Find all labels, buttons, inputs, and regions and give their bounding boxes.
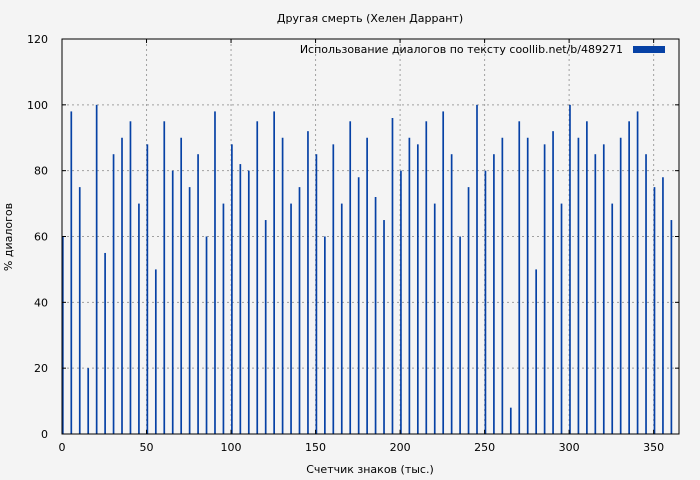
bar (518, 121, 521, 435)
bar (552, 131, 554, 434)
bar (653, 187, 656, 434)
bar (560, 203, 563, 434)
bar (670, 220, 673, 434)
bar (231, 144, 233, 435)
bar (239, 164, 242, 435)
y-tick-label: 40 (34, 296, 48, 309)
bar (324, 236, 326, 434)
legend: Использование диалогов по тексту coollib… (300, 43, 665, 56)
bar (180, 137, 183, 434)
bar (78, 187, 81, 434)
bar (138, 203, 140, 434)
bar (408, 137, 411, 434)
bar (121, 137, 123, 434)
bar (357, 177, 360, 434)
y-axis-label: % диалогов (2, 203, 15, 271)
bar (290, 203, 292, 434)
bar (594, 154, 597, 435)
y-tick-label: 60 (34, 231, 48, 244)
x-tick-label: 300 (559, 441, 580, 454)
legend-label: Использование диалогов по тексту coollib… (300, 43, 623, 56)
bar (484, 170, 487, 434)
bar (146, 144, 149, 435)
y-tick-label: 0 (41, 428, 48, 441)
x-tick-label: 150 (305, 441, 326, 454)
bar (129, 121, 132, 435)
bar (205, 236, 208, 434)
bar (154, 269, 157, 434)
bar (349, 121, 352, 435)
bar (493, 154, 495, 435)
bar (509, 407, 512, 434)
y-tick-label: 80 (34, 165, 48, 178)
bar (467, 187, 470, 434)
bar (535, 269, 538, 434)
bar (400, 170, 402, 434)
bar (450, 154, 453, 435)
bar (442, 111, 445, 435)
bar (104, 252, 106, 434)
bar (332, 144, 335, 435)
x-tick-label: 250 (474, 441, 495, 454)
bar (281, 137, 284, 434)
bar (586, 121, 588, 435)
bar (391, 118, 394, 434)
bar (247, 170, 250, 434)
bar (70, 111, 73, 435)
bar (273, 111, 275, 435)
y-tick-label: 20 (34, 362, 48, 375)
bar (197, 154, 199, 435)
bar (383, 220, 385, 434)
bar (416, 144, 419, 435)
x-tick-label: 50 (140, 441, 154, 454)
y-tick-label: 120 (27, 33, 48, 46)
bar (602, 144, 605, 435)
bar (188, 187, 191, 434)
x-tick-label: 350 (643, 441, 664, 454)
bar (340, 203, 343, 434)
x-axis-label: Счетчик знаков (тыс.) (306, 463, 434, 476)
bar (611, 203, 614, 434)
bar (298, 187, 301, 434)
bar (264, 220, 267, 434)
bar (366, 137, 368, 434)
x-tick-label: 100 (221, 441, 242, 454)
bar (425, 121, 428, 435)
bar (163, 121, 166, 435)
bars (62, 104, 673, 435)
bar (501, 137, 504, 434)
bar (569, 104, 571, 434)
bar (526, 137, 529, 434)
x-tick-label: 200 (390, 441, 411, 454)
bar (307, 131, 309, 434)
bar (628, 121, 630, 435)
bar (543, 144, 546, 435)
y-tick-label: 100 (27, 99, 48, 112)
bar (476, 104, 478, 434)
bar (315, 154, 318, 435)
bar (214, 111, 216, 435)
bar (662, 177, 664, 434)
bar (62, 236, 64, 434)
bar (577, 137, 580, 434)
bar (112, 154, 115, 435)
bar (171, 170, 174, 434)
chart-title: Другая смерть (Хелен Даррант) (277, 12, 463, 25)
bar (619, 137, 622, 434)
x-tick-label: 0 (59, 441, 66, 454)
axis-ticks: 0 50 100 150 200 250 300 350 0 20 40 60 80 100 120 (27, 33, 679, 454)
bar (95, 104, 98, 434)
bar (433, 203, 436, 434)
legend-swatch (633, 46, 665, 53)
bar (645, 154, 647, 435)
bar (374, 197, 377, 434)
bar (636, 111, 639, 435)
bar (222, 203, 225, 434)
bar (256, 121, 259, 435)
bar (459, 236, 461, 434)
bar (87, 368, 90, 434)
